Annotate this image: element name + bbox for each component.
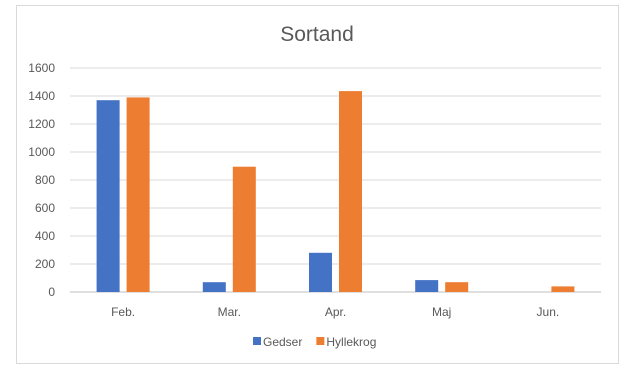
y-tick-label: 600 [35,201,55,215]
y-tick-label: 1000 [28,145,55,159]
legend-label-hyllekrog: Hyllekrog [326,335,376,349]
y-tick-label: 200 [35,257,55,271]
x-axis-ticks: Feb. Mar. Apr. Maj Jun. [111,305,559,319]
y-tick-label: 0 [48,285,55,299]
legend: Gedser Hyllekrog [253,335,376,349]
gridlines [70,67,601,293]
x-tick-label: Maj [432,305,451,319]
legend-swatch-hyllekrog [316,337,325,345]
y-tick-label: 1200 [28,117,55,131]
chart-title: Sortand [280,23,354,46]
bar-hyllekrog-apr [339,91,362,292]
y-tick-label: 800 [35,173,55,187]
bars [96,91,575,293]
x-tick-label: Jun. [537,305,560,319]
y-tick-label: 1400 [28,89,55,103]
bar-gedser-feb [96,100,120,292]
bar-hyllekrog-jun [551,286,575,292]
legend-swatch-gedser [253,337,261,345]
x-tick-label: Apr. [325,305,346,319]
x-tick-label: Feb. [111,305,135,319]
bar-hyllekrog-maj [445,282,469,292]
legend-label-gedser: Gedser [263,335,302,349]
bar-hyllekrog-feb [126,97,150,293]
y-tick-label: 1600 [28,61,55,75]
y-tick-label: 400 [35,229,55,243]
x-tick-label: Mar. [218,305,241,319]
y-axis-ticks: 0 200 400 600 800 1000 1200 1400 1600 [28,61,55,299]
bar-gedser-maj [415,280,439,292]
bar-gedser-apr [309,252,332,292]
bar-gedser-mar [202,282,226,292]
bar-hyllekrog-mar [232,166,256,292]
